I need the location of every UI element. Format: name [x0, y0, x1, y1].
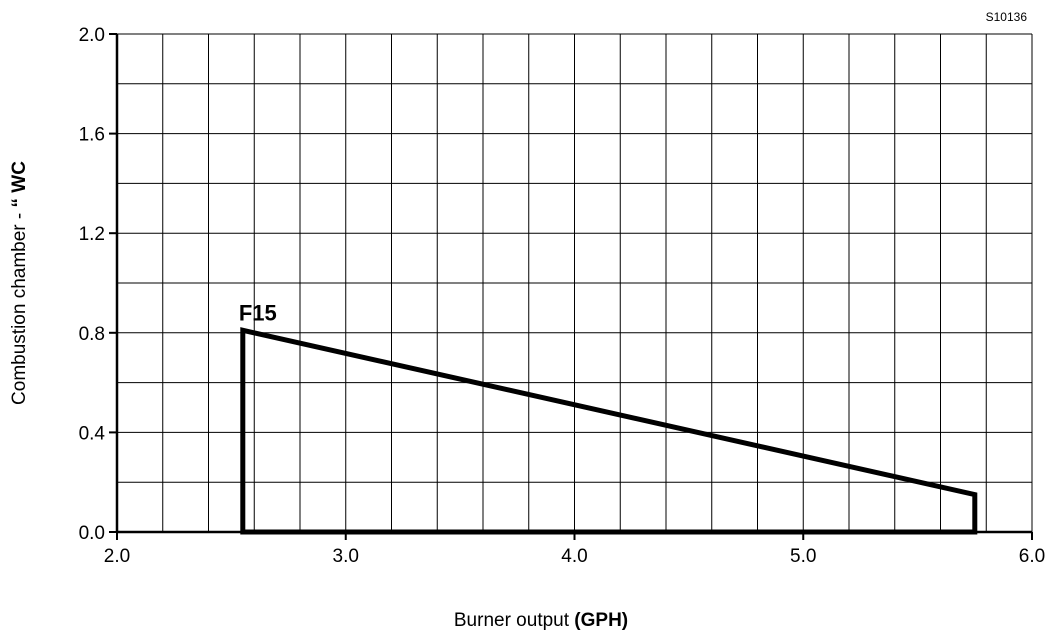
y-axis-title-unit: “ WC	[9, 161, 30, 208]
series-labels: F15	[239, 300, 277, 325]
x-axis-title-unit: (GPH)	[574, 610, 628, 631]
series-outline	[240, 327, 978, 535]
x-tick-label: 3.0	[333, 546, 359, 567]
x-tick-label: 4.0	[561, 546, 587, 567]
y-axis-title: Combustion chamber - “ WC	[9, 161, 30, 405]
y-tick-label: 0.4	[79, 423, 106, 444]
grid	[116, 33, 1033, 533]
y-tick-label: 2.0	[79, 25, 105, 46]
tick-labels: 0.0 0.4 0.8 1.2 1.6 2.0 2.0 3.0 4.0 5.0 6.0	[79, 25, 1046, 567]
x-tick-label: 2.0	[104, 546, 130, 567]
figure-code: S10136	[986, 10, 1028, 24]
x-tick-label: 5.0	[790, 546, 816, 567]
y-tick-label: 0.0	[79, 523, 105, 544]
x-tick-label: 6.0	[1019, 546, 1045, 567]
series-label: F15	[239, 300, 277, 325]
y-tick-label: 0.8	[79, 324, 105, 345]
y-tick-label: 1.6	[79, 125, 105, 146]
x-axis-title-text: Burner output	[454, 610, 574, 631]
series-layer	[240, 327, 978, 535]
x-axis-title: Burner output (GPH)	[454, 610, 628, 631]
y-axis-title-text: Combustion chamber -	[9, 207, 30, 404]
y-tick-label: 1.2	[79, 224, 105, 245]
